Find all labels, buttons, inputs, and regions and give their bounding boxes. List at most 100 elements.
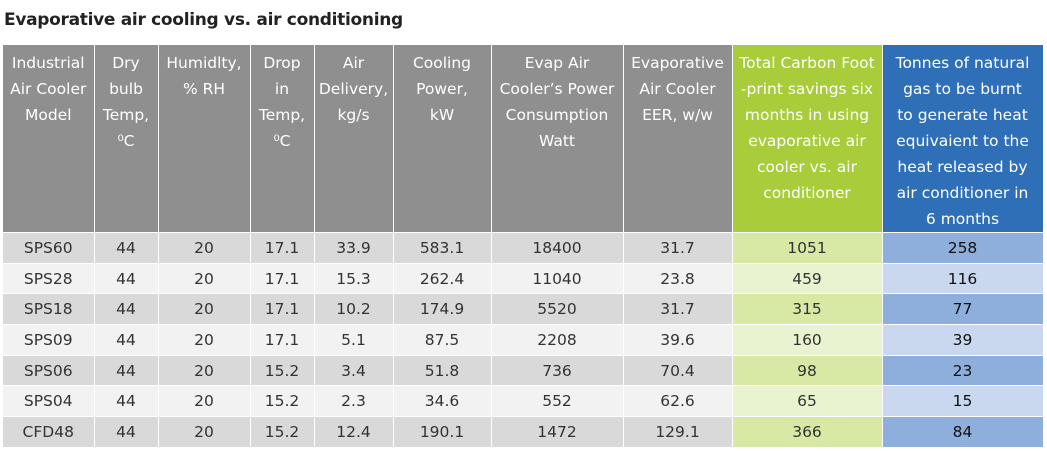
table-cell: 18400 — [491, 232, 624, 264]
column-header-10: Tonnes of natural gas to be burnt to gener… — [882, 45, 1044, 233]
column-header-line: Consumption — [505, 106, 609, 124]
table-cell: 65 — [732, 385, 883, 417]
table-cell: 44 — [94, 232, 159, 264]
column-header-line: Air Cooler — [10, 80, 87, 98]
column-header-line: -print savings six — [740, 80, 874, 98]
table-cell: 20 — [158, 324, 251, 356]
column-header-line: 6 months — [925, 210, 1000, 228]
column-header-line: Watt — [539, 132, 575, 150]
column-header-line: ⁰C — [117, 132, 135, 150]
model-cell: SPS06 — [3, 354, 95, 386]
table-cell: 5.1 — [314, 324, 394, 356]
table-cell: 20 — [158, 262, 251, 294]
comparison-table: Industrial Air Cooler Model Dry bulb Temp, ⁰C H… — [3, 45, 1044, 447]
column-header-3: Humidlty, % RH — [158, 45, 251, 233]
table-row: SPS06 44 20 15.2 3.4 51.8 736 70.4 98 23 — [3, 354, 1044, 386]
table-cell: 15.2 — [250, 416, 315, 447]
column-header-line: Total Carbon Foot — [739, 54, 875, 72]
table-cell: 44 — [94, 324, 159, 356]
table-cell: 23 — [882, 354, 1044, 386]
column-header-line: conditioner — [763, 184, 851, 202]
table-cell: 39 — [882, 324, 1044, 356]
model-cell: SPS18 — [3, 293, 95, 325]
table-cell: 44 — [94, 385, 159, 417]
table-cell: 17.1 — [250, 293, 315, 325]
table-cell: 2.3 — [314, 385, 394, 417]
table-cell: 17.1 — [250, 232, 315, 264]
column-header-line: gas to be burnt — [903, 80, 1022, 98]
table-cell: 31.7 — [623, 232, 733, 264]
table-cell: 17.1 — [250, 262, 315, 294]
column-header-line: kg/s — [337, 106, 370, 124]
column-header-line: Evaporative — [631, 54, 724, 72]
model-cell: CFD48 — [3, 416, 95, 447]
table-cell: 116 — [882, 262, 1044, 294]
column-header-line: Delivery, — [318, 80, 389, 98]
table-cell: 15 — [882, 385, 1044, 417]
column-header-line: Dry — [112, 54, 140, 72]
header-row: Industrial Air Cooler Model Dry bulb Temp, ⁰C H… — [3, 45, 1044, 233]
model-cell: SPS60 — [3, 232, 95, 264]
table-cell: 44 — [94, 416, 159, 447]
table-cell: 15.2 — [250, 354, 315, 386]
column-header-line: EER, w/w — [642, 106, 713, 124]
column-header-line: Evap Air — [524, 54, 590, 72]
table-cell: 15.2 — [250, 385, 315, 417]
table-cell: 34.6 — [393, 385, 492, 417]
table-cell: 3.4 — [314, 354, 394, 386]
table-cell: 20 — [158, 232, 251, 264]
table-row: CFD48 44 20 15.2 12.4 190.1 1472 129.1 366 84 — [3, 416, 1044, 447]
column-header-9: Total Carbon Foot -print savings six month… — [732, 45, 883, 233]
table-cell: 5520 — [491, 293, 624, 325]
table-cell: 315 — [732, 293, 883, 325]
table-body: SPS60 44 20 17.1 33.9 583.1 18400 31.7 1051 258 SP… — [3, 232, 1044, 447]
column-header-5: Air Delivery, kg/s — [314, 45, 394, 233]
column-header-line: evaporative air — [748, 132, 866, 150]
model-cell: SPS09 — [3, 324, 95, 356]
table-cell: 17.1 — [250, 324, 315, 356]
table-cell: 258 — [882, 232, 1044, 264]
column-header-line: Air — [342, 54, 365, 72]
model-cell: SPS28 — [3, 262, 95, 294]
table-cell: 44 — [94, 354, 159, 386]
column-header-line: Cooling — [412, 54, 472, 72]
table-cell: 12.4 — [314, 416, 394, 447]
column-header-line: in — [274, 80, 290, 98]
column-header-line: Industrial — [11, 54, 85, 72]
table-cell: 98 — [732, 354, 883, 386]
column-header-line: Drop — [263, 54, 301, 72]
table-cell: 87.5 — [393, 324, 492, 356]
table-cell: 129.1 — [623, 416, 733, 447]
table-row: SPS18 44 20 17.1 10.2 174.9 5520 31.7 315 77 — [3, 293, 1044, 325]
column-header-line: Power, — [416, 80, 468, 98]
table-cell: 459 — [732, 262, 883, 294]
table-cell: 33.9 — [314, 232, 394, 264]
table-cell: 77 — [882, 293, 1044, 325]
column-header-2: Dry bulb Temp, ⁰C — [94, 45, 159, 233]
column-header-line: Humidlty, — [166, 54, 242, 72]
column-header-line: Model — [24, 106, 72, 124]
column-header-7: Evap Air Cooler’s Power Consumption Watt — [491, 45, 624, 233]
table-cell: 190.1 — [393, 416, 492, 447]
column-header-6: Cooling Power, kW — [393, 45, 492, 233]
column-header-line: Cooler’s Power — [499, 80, 615, 98]
table-cell: 23.8 — [623, 262, 733, 294]
column-header-4: Drop in Temp, ⁰C — [250, 45, 315, 233]
column-header-line: bulb — [109, 80, 143, 98]
table-cell: 1051 — [732, 232, 883, 264]
column-header-8: Evaporative Air Cooler EER, w/w — [623, 45, 733, 233]
column-header-line: to generate heat — [897, 106, 1028, 124]
table-cell: 366 — [732, 416, 883, 447]
table-row: SPS28 44 20 17.1 15.3 262.4 11040 23.8 459 116 — [3, 262, 1044, 294]
column-header-1: Industrial Air Cooler Model — [3, 45, 95, 233]
column-header-line: air conditioner in — [896, 184, 1029, 202]
column-header-line: months in using — [744, 106, 870, 124]
table-cell: 44 — [94, 262, 159, 294]
table-cell: 583.1 — [393, 232, 492, 264]
table-cell: 174.9 — [393, 293, 492, 325]
table-cell: 31.7 — [623, 293, 733, 325]
column-header-line: Air Cooler — [639, 80, 716, 98]
column-header-line: Tonnes of natural — [895, 54, 1030, 72]
column-header-line: % RH — [182, 80, 226, 98]
table-row: SPS60 44 20 17.1 33.9 583.1 18400 31.7 1051 258 — [3, 232, 1044, 264]
